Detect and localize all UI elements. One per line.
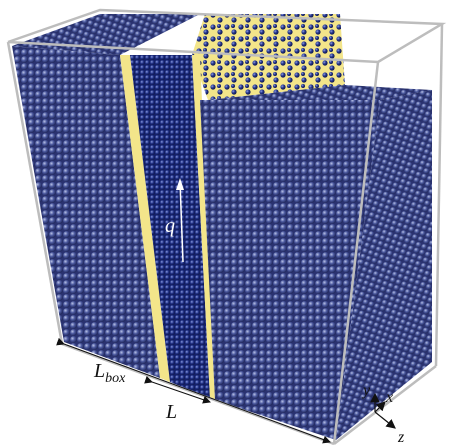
figure: q Lbox L y x z (0, 0, 450, 448)
flux-label: q (165, 215, 175, 237)
box-length-main: L (93, 360, 105, 382)
box-length-subscript: box (105, 371, 126, 386)
slab-width-label: L (165, 401, 177, 423)
box-length-label: Lbox (93, 360, 126, 386)
axis-z-label: z (397, 429, 405, 446)
simulation-box (8, 10, 442, 444)
axis-y-label: y (361, 382, 371, 399)
axis-x-label: x (385, 389, 393, 406)
